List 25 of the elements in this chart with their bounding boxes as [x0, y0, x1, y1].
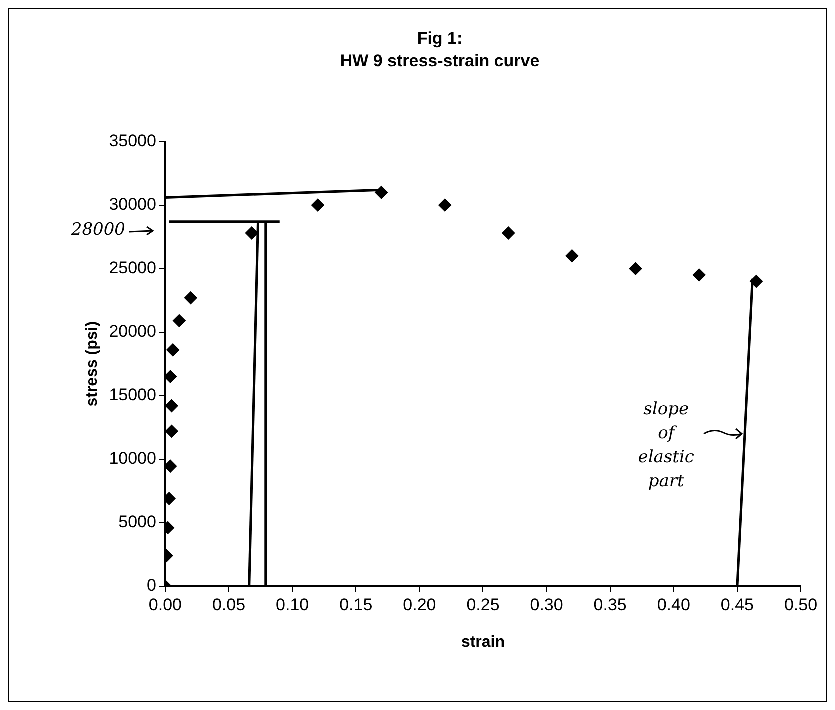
annotation: slope of elastic part — [638, 399, 695, 492]
chart-title: Fig 1: — [417, 28, 463, 48]
y-tick-label: 25000 — [109, 258, 156, 278]
x-tick-label: 0.10 — [276, 595, 310, 614]
x-axis-title: strain — [461, 634, 506, 651]
x-tick-label: 0.25 — [466, 595, 500, 614]
y-tick-label: 10000 — [109, 449, 156, 468]
y-tick-label: 15000 — [109, 386, 156, 405]
y-axis-title: stress (psi) — [84, 321, 102, 407]
x-tick-label: 0.30 — [530, 595, 564, 614]
x-tick-label: 0.50 — [784, 595, 818, 614]
x-tick-label: 0.40 — [657, 595, 690, 614]
y-tick-label: 5000 — [118, 512, 156, 532]
x-tick-label: 0.45 — [720, 595, 754, 614]
chart-subtitle: HW 9 stress-strain curve — [340, 51, 540, 70]
y-tick-label: 35000 — [109, 131, 156, 150]
x-tick-label: 0.35 — [594, 595, 627, 614]
x-tick-label: 0.00 — [148, 595, 182, 614]
x-tick-label: 0.15 — [340, 595, 373, 614]
y-tick-label: 20000 — [109, 322, 156, 342]
text: 28000 — [70, 220, 126, 240]
x-tick-label: 0.20 — [403, 595, 436, 614]
x-tick-label: 0.05 — [212, 595, 246, 614]
y-tick-label: 30000 — [109, 195, 156, 214]
y-tick-label: 0 — [147, 576, 156, 596]
